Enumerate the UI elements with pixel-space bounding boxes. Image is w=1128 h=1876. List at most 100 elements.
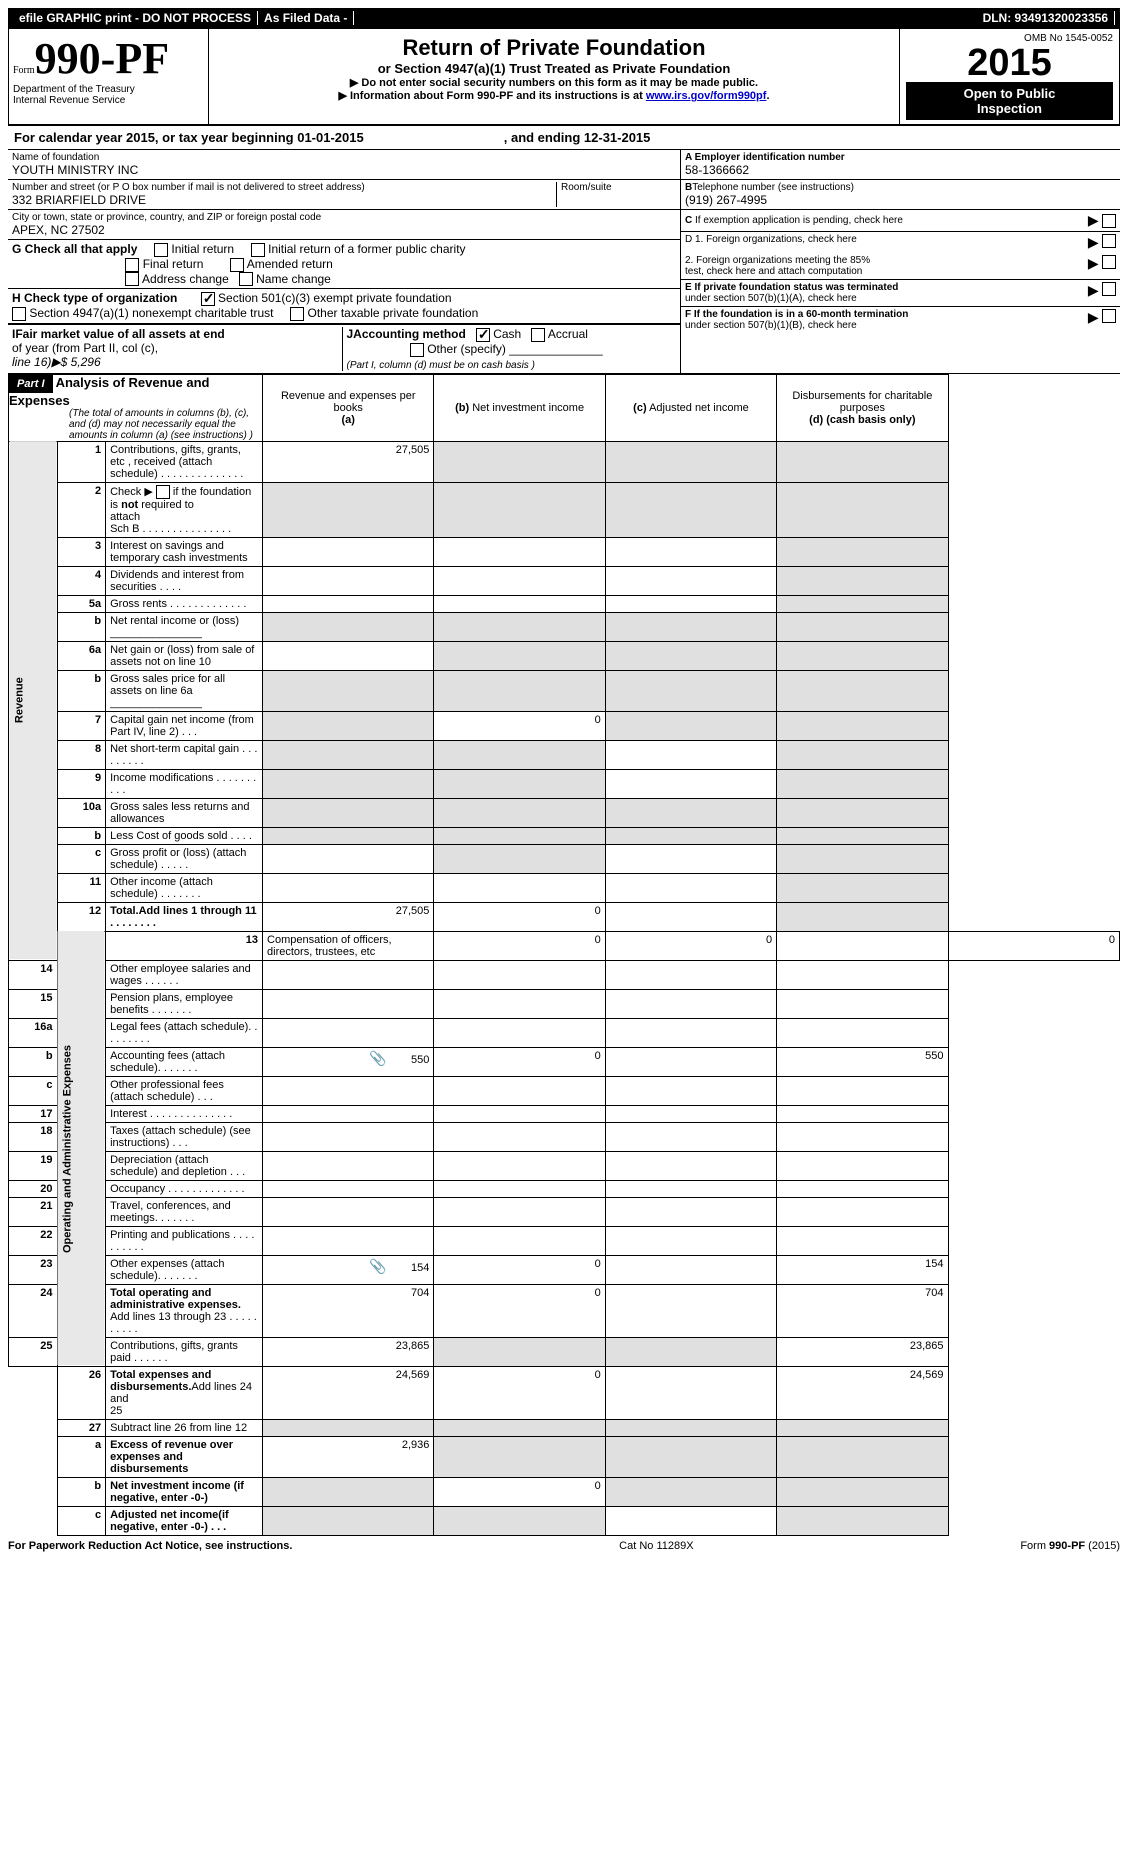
line18-label: Taxes (attach schedule) (see instruction… <box>106 1122 263 1151</box>
col-c-header: (c) Adjusted net income <box>605 374 776 441</box>
line11-label: Other income (attach schedule) . . . . .… <box>106 873 263 902</box>
line1-label: Contributions, gifts, grants, etc , rece… <box>106 441 263 482</box>
other-taxable-checkbox[interactable] <box>290 307 304 321</box>
e-checkbox[interactable] <box>1102 282 1116 296</box>
final-checkbox[interactable] <box>125 258 139 272</box>
line9-label: Income modifications . . . . . . . . . . <box>106 769 263 798</box>
dln-label: DLN: 93491320023356 <box>977 11 1115 25</box>
footer-right: Form 990-PF (2015) <box>1020 1540 1120 1552</box>
tax-year: 2015 <box>906 44 1113 82</box>
dept-label: Department of the Treasury <box>13 84 204 95</box>
line13-label: Compensation of officers, directors, tru… <box>263 931 434 960</box>
other-method-checkbox[interactable] <box>410 343 424 357</box>
501c3-checkbox[interactable] <box>201 292 215 306</box>
irs-label: Internal Revenue Service <box>13 95 204 106</box>
form-number: Form990-PF <box>13 33 204 84</box>
col-b-header: (b) Net investment income <box>434 374 605 441</box>
line5a-label: Gross rents . . . . . . . . . . . . . <box>106 595 263 612</box>
f-checkbox[interactable] <box>1102 309 1116 323</box>
arrow-icon: ▶ <box>1088 212 1099 229</box>
city-label: City or town, state or province, country… <box>12 212 676 223</box>
name-label: Name of foundation <box>12 152 676 163</box>
line5b-label: Net rental income or (loss) ____________… <box>106 612 263 641</box>
asfiled-label: As Filed Data - <box>258 11 354 25</box>
line17-label: Interest . . . . . . . . . . . . . . <box>106 1105 263 1122</box>
line10a-label: Gross sales less returns andallowances <box>106 798 263 827</box>
line15-label: Pension plans, employee benefits . . . .… <box>106 989 263 1018</box>
line12-label: Total.Add lines 1 through 11 . . . . . .… <box>106 902 263 931</box>
c-checkbox[interactable] <box>1102 214 1116 228</box>
part1-label: Part I <box>9 375 53 393</box>
cash-checkbox[interactable] <box>476 328 490 342</box>
line22-label: Printing and publications . . . . . . . … <box>106 1226 263 1255</box>
line3-label: Interest on savings and temporary cash i… <box>106 537 263 566</box>
line24-label: Total operating and administrative expen… <box>106 1284 263 1337</box>
line7-col-b: 0 <box>434 711 605 740</box>
line27-label: Subtract line 26 from line 12 <box>106 1419 263 1436</box>
addr-change-checkbox[interactable] <box>125 272 139 286</box>
line1-col-a: 27,505 <box>263 441 434 482</box>
footer-mid: Cat No 11289X <box>619 1540 693 1552</box>
line19-label: Depreciation (attach schedule) and deple… <box>106 1151 263 1180</box>
line7-label: Capital gain net income (from Part IV, l… <box>106 711 263 740</box>
initial-checkbox[interactable] <box>154 243 168 257</box>
irs-link[interactable]: www.irs.gov/form990pf <box>646 90 767 102</box>
g-label: G Check all that apply <box>12 242 137 256</box>
note1: ▶ Do not enter social security numbers o… <box>215 76 893 89</box>
line4-label: Dividends and interest from securities .… <box>106 566 263 595</box>
efile-label: efile GRAPHIC print - DO NOT PROCESS <box>13 11 258 25</box>
top-bar: efile GRAPHIC print - DO NOT PROCESS As … <box>8 8 1120 28</box>
line20-label: Occupancy . . . . . . . . . . . . . <box>106 1180 263 1197</box>
revenue-side-label: Revenue <box>9 441 58 960</box>
e-label: E If private foundation status was termi… <box>685 282 1088 304</box>
col-d-header: Disbursements for charitable purposes(d)… <box>777 374 948 441</box>
f-label: F If the foundation is in a 60-month ter… <box>685 309 1088 331</box>
d1-checkbox[interactable] <box>1102 234 1116 248</box>
street-address: 332 BRIARFIELD DRIVE <box>12 193 556 207</box>
name-change-checkbox[interactable] <box>239 272 253 286</box>
line16c-label: Other professional fees (attach schedule… <box>106 1076 263 1105</box>
line14-label: Other employee salaries and wages . . . … <box>106 960 263 989</box>
i-label: IFair market value of all assets at end <box>12 327 225 341</box>
amended-checkbox[interactable] <box>230 258 244 272</box>
line26-label: Total expenses and disbursements.Add lin… <box>106 1366 263 1419</box>
c-label: C If exemption application is pending, c… <box>685 215 1088 226</box>
line21-label: Travel, conferences, and meetings. . . .… <box>106 1197 263 1226</box>
j-label: JAccounting method <box>347 327 466 341</box>
line25-label: Contributions, gifts, grants paid . . . … <box>106 1337 263 1366</box>
accrual-checkbox[interactable] <box>531 328 545 342</box>
paperclip-icon[interactable]: 📎 <box>369 1050 386 1066</box>
line16a-label: Legal fees (attach schedule). . . . . . … <box>106 1018 263 1047</box>
line6a-label: Net gain or (loss) from sale of assets n… <box>106 641 263 670</box>
header: Form990-PF Department of the Treasury In… <box>8 28 1120 125</box>
room-label: Room/suite <box>561 182 676 193</box>
line23-label: Other expenses (attach schedule). . . . … <box>106 1255 263 1284</box>
form-title: Return of Private Foundation <box>215 35 893 61</box>
line2-label: Check ▶ if the foundation is not require… <box>106 482 263 537</box>
note2: ▶ Information about Form 990-PF and its … <box>215 89 893 102</box>
line8-label: Net short-term capital gain . . . . . . … <box>106 740 263 769</box>
phone-value: (919) 267-4995 <box>685 193 1116 207</box>
line16b-label: Accounting fees (attach schedule). . . .… <box>106 1047 263 1076</box>
footer: For Paperwork Reduction Act Notice, see … <box>8 1536 1120 1552</box>
h-label: H Check type of organization <box>12 291 177 305</box>
info-grid: Name of foundation YOUTH MINISTRY INC Nu… <box>8 150 1120 374</box>
form-subtitle: or Section 4947(a)(1) Trust Treated as P… <box>215 61 893 76</box>
ein-value: 58-1366662 <box>685 163 1116 177</box>
initial-former-checkbox[interactable] <box>251 243 265 257</box>
4947-checkbox[interactable] <box>12 307 26 321</box>
line27b-label: Net investment income (if negative, ente… <box>106 1477 263 1506</box>
col-a-header: Revenue and expenses per books(a) <box>263 374 434 441</box>
part1-subtitle: (The total of amounts in columns (b), (c… <box>9 408 262 441</box>
open-public: Open to Public Inspection <box>906 82 1113 120</box>
d2-checkbox[interactable] <box>1102 255 1116 269</box>
ein-label: A Employer identification number <box>685 152 1116 163</box>
paperclip-icon[interactable]: 📎 <box>369 1258 386 1274</box>
line10b-label: Less Cost of goods sold . . . . <box>106 827 263 844</box>
line27a-label: Excess of revenue over expenses and disb… <box>106 1436 263 1477</box>
addr-label: Number and street (or P O box number if … <box>12 182 556 193</box>
calendar-year-row: For calendar year 2015, or tax year begi… <box>8 125 1120 150</box>
schb-checkbox[interactable] <box>156 485 170 499</box>
d2-label: 2. Foreign organizations meeting the 85%… <box>685 255 1088 277</box>
expenses-side-label: Operating and Administrative Expenses <box>57 931 106 1366</box>
